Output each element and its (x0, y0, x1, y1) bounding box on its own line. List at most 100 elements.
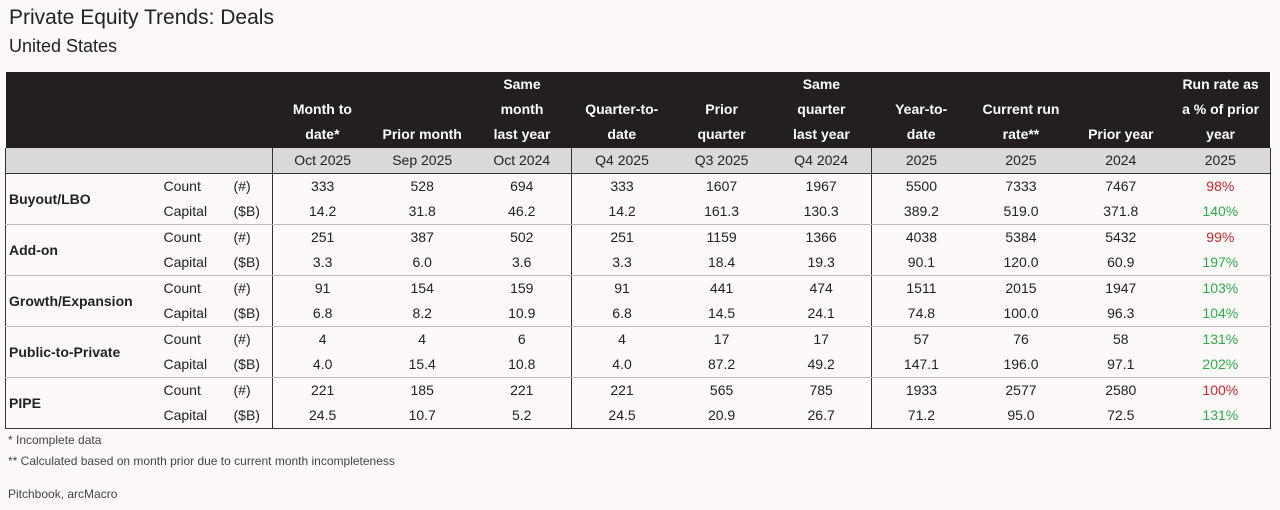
cell: 565 (709, 382, 734, 398)
data-row: Capital ($B) 14.2 31.8 46.2 14.2 161.3 130.3 389… (6, 199, 1271, 225)
metric: Capital (163, 250, 234, 276)
column-header-line: Current run (982, 101, 1060, 117)
cell: 26.7 (771, 403, 872, 429)
footnote: ** Calculated based on month prior due t… (8, 454, 395, 468)
unit: (#) (233, 178, 251, 194)
data-row: Capital ($B) 3.3 6.0 3.6 3.3 18.4 19.3 90.1 120.0… (6, 250, 1271, 276)
cell: 221 (510, 382, 534, 398)
data-row: Buyout/LBO Count (#) 333 528 694 333 1607 1967 55… (5, 173, 1271, 225)
cell: 90.1 (870, 250, 972, 276)
cell: 1366 (805, 229, 837, 245)
column-header: Prior year (1070, 72, 1171, 148)
cell: 441 (709, 280, 734, 296)
table-body: Buyout/LBO Count (#) 333 528 694 333 1607 1967 55… (5, 173, 1271, 429)
cell: 71.2 (870, 403, 972, 429)
cell: 95.0 (971, 403, 1071, 429)
cell: 104% (1170, 301, 1271, 327)
cell: 1511 (870, 275, 972, 301)
cell: 389.2 (870, 199, 972, 225)
group-name: Public-to-Private (5, 326, 164, 378)
cell: 100.0 (971, 301, 1071, 327)
cell: 197% (1170, 250, 1271, 276)
cell: 5384 (1005, 229, 1037, 245)
cell: 333 (272, 173, 373, 199)
cell: 251 (272, 224, 373, 250)
column-header-line: Run rate as (1182, 76, 1259, 92)
column-header-line: Same (802, 76, 841, 92)
cell: 159 (510, 280, 534, 296)
deals-table: Month to date* Prior month Same month last ye… (5, 72, 1271, 429)
cell: 221 (571, 377, 672, 403)
cell: 2015 (1005, 280, 1037, 296)
column-header-line: quarter (697, 126, 746, 142)
cell: 31.8 (372, 199, 473, 225)
source: Pitchbook, arcMacro (8, 487, 118, 501)
column-header-line: date* (305, 126, 340, 142)
cell: 251 (571, 224, 672, 250)
footnote: * Incomplete data (8, 433, 102, 447)
metric: Count (163, 229, 201, 245)
cell: 131% (1170, 403, 1271, 429)
cell: 519.0 (971, 199, 1071, 225)
unit: (#) (233, 382, 251, 398)
cell: 96.3 (1070, 301, 1171, 327)
period: Q3 2025 (671, 148, 772, 174)
cell: 196.0 (971, 352, 1071, 378)
cell: 99% (1170, 224, 1271, 250)
period: Oct 2025 (272, 148, 373, 174)
cell: 5.2 (472, 403, 572, 429)
column-header: Same quarter last year (771, 72, 872, 148)
period: Q4 2025 (571, 148, 672, 174)
cell: 74.8 (870, 301, 972, 327)
cell: 4.0 (272, 352, 373, 378)
column-header: Same month last year (472, 72, 572, 148)
data-row: Capital ($B) 4.0 15.4 10.8 4.0 87.2 49.2 147.1 19… (6, 352, 1271, 378)
column-header-line: month (500, 101, 544, 117)
column-header-line: Prior year (1088, 126, 1154, 142)
column-header-line: Quarter-to- (585, 101, 659, 117)
metric: Capital (163, 199, 234, 225)
table-head: Month to date* Prior month Same month last ye… (5, 72, 1271, 174)
cell: 100% (1170, 377, 1271, 403)
period: 2025 (1170, 148, 1271, 174)
period: 2025 (870, 148, 972, 174)
cell: 785 (809, 382, 833, 398)
cell: 6.8 (571, 301, 672, 327)
cell: 6.0 (372, 250, 473, 276)
column-header: Prior month (372, 72, 473, 148)
unit: (#) (233, 280, 251, 296)
unit: ($B) (233, 403, 273, 429)
metric: Capital (163, 301, 234, 327)
unit: ($B) (233, 250, 273, 276)
cell: 131% (1170, 326, 1271, 352)
cell: 371.8 (1070, 199, 1171, 225)
column-header-row: Month to date* Prior month Same month last ye… (5, 72, 1271, 148)
cell: 185 (410, 382, 434, 398)
cell: 130.3 (771, 199, 872, 225)
header-corner (5, 72, 273, 148)
cell: 4 (571, 326, 672, 352)
cell: 1933 (870, 377, 972, 403)
cell: 10.8 (472, 352, 572, 378)
cell: 24.5 (272, 403, 373, 429)
column-header-line: Month to (292, 101, 352, 117)
metric: Count (163, 382, 201, 398)
cell: 140% (1170, 199, 1271, 225)
cell: 14.2 (272, 199, 373, 225)
cell: 24.1 (771, 301, 872, 327)
cell: 6.8 (272, 301, 373, 327)
cell: 24.5 (571, 403, 672, 429)
cell: 154 (410, 280, 434, 296)
group-name: Growth/Expansion (5, 275, 164, 327)
column-header: Quarter-to-date (571, 72, 672, 148)
column-header-line: a % of prior (1182, 101, 1260, 117)
data-row: Capital ($B) 24.5 10.7 5.2 24.5 20.9 26.7 71.2 95… (6, 403, 1271, 429)
cell: 3.3 (571, 250, 672, 276)
cell: 58 (1112, 331, 1129, 347)
cell: 8.2 (372, 301, 473, 327)
cell: 10.9 (472, 301, 572, 327)
metric: Capital (163, 403, 234, 429)
unit: ($B) (233, 301, 273, 327)
column-header: Prior quarter (671, 72, 772, 148)
